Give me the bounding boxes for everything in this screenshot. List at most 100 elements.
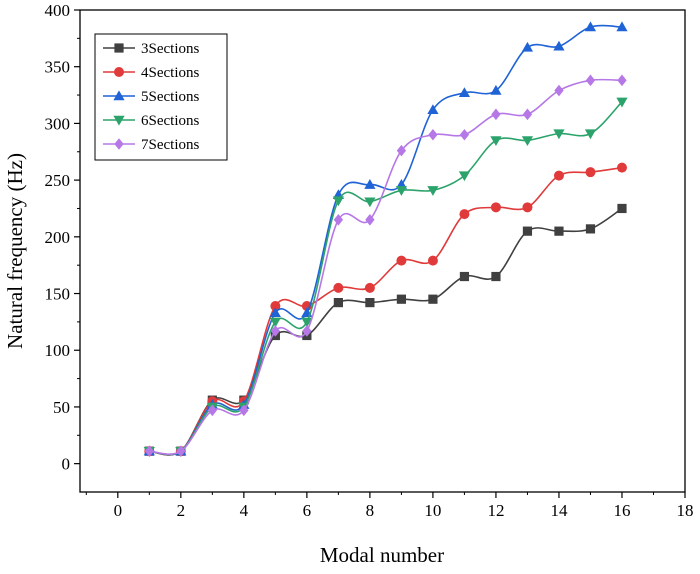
data-point	[365, 298, 375, 308]
legend-label: 5Sections	[141, 89, 199, 105]
series-line	[149, 24, 623, 456]
data-point	[584, 21, 597, 32]
data-point	[364, 197, 376, 208]
data-point	[333, 282, 344, 293]
x-tick-label: 10	[424, 501, 441, 520]
legend-item: 4Sections	[103, 65, 199, 81]
x-axis: 0 2 4 6 8 10 12 14 16 18	[85, 492, 694, 520]
data-point	[522, 226, 533, 236]
data-point	[144, 445, 154, 457]
data-point	[553, 40, 565, 51]
data-point	[522, 202, 533, 213]
series-line	[149, 78, 622, 455]
series-3Sections	[144, 203, 627, 456]
y-axis: 0 50 100 150 200 250 300 350 400	[45, 1, 80, 474]
data-point	[616, 162, 627, 173]
x-tick-label: 18	[677, 501, 694, 520]
data-point	[521, 136, 534, 147]
data-point	[490, 84, 502, 95]
data-point	[207, 404, 217, 417]
legend-label: 6Sections	[141, 113, 199, 129]
legend: 3Sections 4Sections 5Sections 6Sections 7Sec…	[94, 33, 228, 161]
legend-label: 4Sections	[141, 65, 199, 81]
x-tick-label: 12	[487, 501, 504, 520]
data-point	[458, 171, 471, 182]
series-line	[149, 207, 623, 456]
data-point	[459, 128, 470, 141]
data-point	[585, 74, 596, 87]
x-tick-label: 16	[613, 501, 630, 520]
x-tick-label: 0	[114, 501, 123, 520]
data-point	[269, 317, 281, 328]
legend-item: 3Sections	[103, 41, 199, 57]
data-point	[490, 202, 501, 213]
legend-item: 5Sections	[103, 89, 199, 105]
x-axis-title: Modal number	[320, 543, 444, 567]
data-point	[395, 186, 408, 196]
y-tick-label: 250	[45, 171, 71, 190]
y-axis-title: Natural frequency (Hz)	[3, 153, 27, 349]
data-point	[427, 186, 439, 196]
data-point	[459, 271, 470, 282]
y-tick-label: 400	[45, 1, 71, 20]
legend-marker	[113, 90, 125, 101]
series-line	[149, 166, 623, 456]
data-point	[239, 404, 249, 417]
data-point	[427, 104, 439, 115]
data-point	[428, 128, 438, 141]
data-point	[490, 136, 502, 147]
legend-label: 3Sections	[141, 41, 199, 57]
series-7Sections	[144, 74, 627, 457]
data-point	[491, 108, 501, 121]
y-tick-label: 300	[45, 114, 71, 133]
legend-marker	[114, 138, 124, 150]
data-point	[333, 214, 344, 226]
data-point	[458, 87, 471, 97]
data-point	[554, 84, 564, 97]
data-point	[301, 317, 313, 328]
x-tick-label: 8	[366, 501, 375, 520]
data-point	[553, 129, 565, 140]
data-point	[491, 271, 501, 282]
legend-item: 7Sections	[103, 137, 199, 153]
y-tick-label: 350	[45, 58, 71, 77]
legend-marker	[113, 115, 125, 126]
x-tick-label: 2	[177, 501, 186, 520]
data-point	[427, 255, 438, 266]
data-point	[584, 129, 597, 140]
y-tick-label: 200	[45, 228, 71, 247]
data-point	[396, 255, 407, 266]
data-point	[459, 209, 470, 220]
data-point	[302, 325, 312, 337]
data-point	[332, 196, 344, 207]
legend-marker	[114, 43, 124, 53]
legend-marker	[114, 67, 124, 77]
data-point	[396, 144, 407, 157]
x-tick-label: 4	[240, 501, 249, 520]
y-tick-label: 100	[45, 341, 71, 360]
data-point	[396, 294, 407, 304]
data-point	[616, 97, 628, 108]
data-point	[428, 294, 438, 304]
data-point	[617, 74, 627, 87]
data-point	[521, 41, 534, 52]
y-tick-label: 50	[53, 398, 70, 417]
series-4Sections	[144, 162, 627, 457]
plot-frame	[79, 9, 686, 493]
data-point	[585, 167, 596, 178]
data-point	[616, 21, 628, 32]
x-tick-label: 6	[303, 501, 312, 520]
y-tick-label: 150	[45, 285, 71, 304]
data-point	[176, 445, 186, 457]
data-point	[364, 179, 376, 189]
data-point	[585, 224, 596, 234]
data-point	[522, 108, 533, 121]
data-point	[364, 282, 375, 293]
x-tick-label: 14	[550, 501, 568, 520]
data-point	[270, 301, 281, 312]
series-layer	[143, 21, 628, 457]
data-point	[617, 203, 627, 214]
data-point	[269, 307, 281, 318]
data-point	[333, 298, 343, 308]
